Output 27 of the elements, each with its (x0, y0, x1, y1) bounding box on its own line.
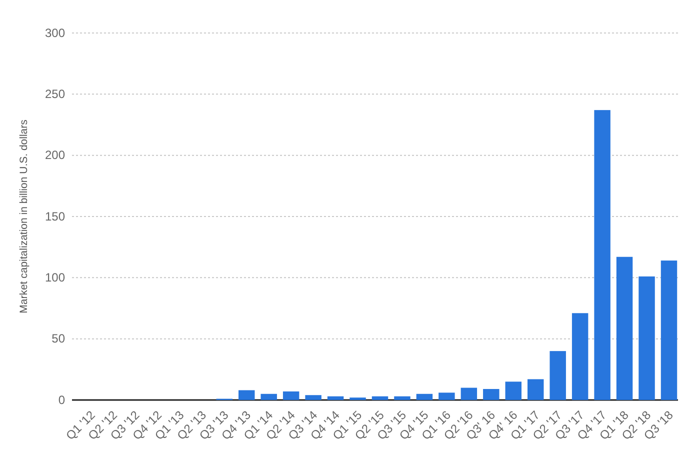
bar (416, 394, 433, 400)
bar (282, 391, 300, 400)
bar (594, 110, 610, 400)
bar (394, 396, 410, 400)
bar (528, 379, 544, 400)
y-tick-label: 0 (58, 392, 66, 407)
y-tick-label: 200 (44, 148, 66, 162)
bar (260, 394, 277, 400)
bar (550, 351, 566, 400)
y-axis-title: Market capitalization in billion U.S. dollars (18, 120, 30, 314)
y-tick-label: 150 (44, 209, 66, 224)
bar (660, 260, 678, 400)
bar (327, 396, 344, 400)
bar (638, 276, 655, 400)
bar (238, 390, 255, 400)
bar (305, 395, 322, 400)
y-tick-label: 300 (44, 26, 66, 40)
y-tick-label: 250 (44, 87, 66, 102)
y-tick-label: 100 (44, 270, 66, 285)
bar (438, 392, 455, 400)
bar (616, 256, 633, 400)
bar (505, 382, 522, 400)
bar (372, 396, 388, 400)
bar (460, 388, 478, 400)
bar (572, 313, 588, 400)
bar (483, 388, 500, 400)
y-tick-label: 50 (52, 332, 66, 346)
